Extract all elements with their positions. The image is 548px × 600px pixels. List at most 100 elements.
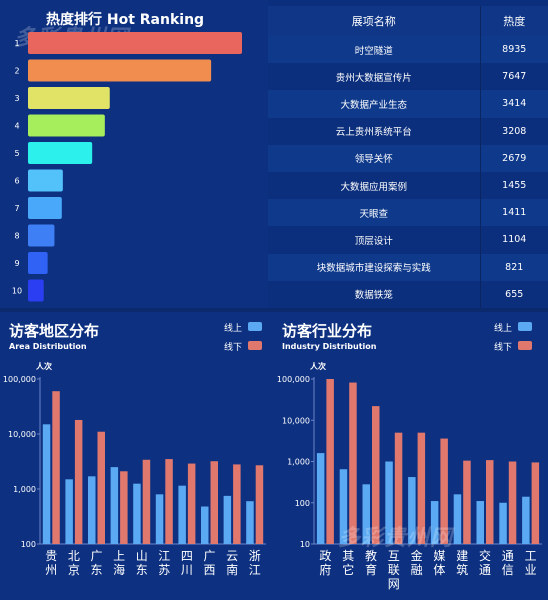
x-tick-label: 海 xyxy=(113,562,125,577)
table-row[interactable]: 大数据产业生态 3414 xyxy=(268,90,548,118)
x-tick-label: 教 xyxy=(365,548,377,563)
exhibit-name-cell: 块数据城市建设探索与实践 xyxy=(268,253,481,281)
bar-offline xyxy=(120,471,128,544)
bar-online xyxy=(316,453,325,544)
x-tick-label: 金 xyxy=(411,548,423,563)
bar-offline xyxy=(463,460,471,544)
x-tick-label: 互 xyxy=(388,549,400,563)
area-legend-offline[interactable]: 线下 xyxy=(224,343,243,353)
bar-online xyxy=(385,461,393,544)
area-legend-online[interactable]: 线上 xyxy=(224,324,243,334)
exhibit-heat-cell: 1411 xyxy=(480,199,548,227)
ranking-bar xyxy=(28,114,105,137)
industry-legend-offline[interactable]: 线下 xyxy=(494,343,513,353)
area-legend-offline-swatch[interactable] xyxy=(248,341,262,350)
exhibit-heat-cell: 7647 xyxy=(480,63,548,91)
exhibit-heat-cell: 8935 xyxy=(480,36,548,64)
column-header-name: 展项名称 xyxy=(268,6,481,36)
table-row[interactable]: 云上贵州系统平台 3208 xyxy=(268,117,548,145)
x-tick-label: 通 xyxy=(502,549,514,563)
ranking-bar xyxy=(28,279,44,302)
y-axis-label: 人次 xyxy=(310,361,326,371)
table-row[interactable]: 大数据应用案例 1455 xyxy=(268,171,548,200)
bar-offline xyxy=(233,464,241,544)
table-row[interactable]: 块数据城市建设探索与实践 821 xyxy=(268,253,548,281)
ranking-bar xyxy=(28,87,110,109)
x-tick-label: 网 xyxy=(388,577,400,591)
table-row[interactable]: 时空隧道 8935 xyxy=(268,36,548,64)
x-tick-label: 其 xyxy=(342,549,354,563)
x-tick-label: 苏 xyxy=(158,563,170,577)
x-tick-label: 京 xyxy=(68,563,80,577)
bar-online xyxy=(362,484,370,544)
y-tick-label: 10 xyxy=(300,540,310,549)
ranking-rank-label: 6 xyxy=(14,177,19,186)
area-distribution-panel: 访客地区分布 Area Distribution 线上 线下 人次 100 1,00… xyxy=(0,312,274,600)
area-legend-online-swatch[interactable] xyxy=(248,322,262,331)
bar-offline xyxy=(74,419,83,544)
exhibit-name-cell: 贵州大数据宣传片 xyxy=(268,63,481,91)
bar-online xyxy=(133,483,141,544)
x-tick-label: 融 xyxy=(411,563,423,577)
bar-online xyxy=(522,496,530,544)
y-tick-label: 1,000 xyxy=(287,458,310,467)
exhibit-name-cell: 大数据应用案例 xyxy=(268,171,481,200)
y-tick-label: 10,000 xyxy=(8,430,36,439)
x-tick-label: 浙 xyxy=(249,549,261,563)
x-tick-label: 政 xyxy=(319,549,331,563)
ranking-bar xyxy=(28,32,242,54)
ranking-rank-label: 8 xyxy=(14,232,19,241)
x-tick-label: 交 xyxy=(479,548,491,563)
industry-legend-online[interactable]: 线上 xyxy=(494,324,513,334)
exhibit-name-cell: 数据铁笼 xyxy=(268,280,481,308)
bar-online xyxy=(430,501,439,544)
ranking-bar xyxy=(28,59,212,82)
table-row[interactable]: 领导关怀 2679 xyxy=(268,144,548,172)
ranking-bar xyxy=(28,252,48,274)
exhibit-heat-cell: 821 xyxy=(480,253,548,281)
x-tick-label: 体 xyxy=(433,563,445,577)
exhibit-heat-cell: 3208 xyxy=(480,117,548,145)
bar-offline xyxy=(417,432,426,544)
exhibit-heat-cell: 1455 xyxy=(480,171,548,200)
bar-offline xyxy=(255,465,264,544)
industry-title: 访客行业分布 xyxy=(282,322,373,340)
y-tick-label: 1,000 xyxy=(13,485,36,494)
x-tick-label: 北 xyxy=(68,549,80,563)
exhibit-name-cell: 云上贵州系统平台 xyxy=(268,117,481,145)
bar-online xyxy=(453,494,462,544)
bar-offline xyxy=(142,459,151,544)
x-tick-label: 业 xyxy=(525,563,537,577)
industry-legend-offline-swatch[interactable] xyxy=(518,341,532,350)
x-tick-label: 联 xyxy=(388,563,400,577)
bar-offline xyxy=(394,432,403,544)
x-tick-label: 西 xyxy=(203,563,215,577)
column-header-heat: 热度 xyxy=(480,6,548,36)
bar-offline xyxy=(486,460,494,544)
table-row[interactable]: 顶层设计 1104 xyxy=(268,226,548,254)
industry-distribution-chart: 人次 10 100 1,000 10,000 100,000 政府其它教育互联网金融媒体建筑… xyxy=(277,361,542,591)
x-tick-label: 工 xyxy=(525,549,537,563)
ranking-bar xyxy=(28,224,55,247)
bar-online xyxy=(178,485,186,544)
watermark-logo-bottom: 多彩贵州网 xyxy=(338,525,454,551)
exhibit-name-cell: 领导关怀 xyxy=(268,144,481,172)
bar-online xyxy=(476,501,484,544)
bar-offline xyxy=(97,431,105,544)
x-tick-label: 信 xyxy=(502,563,514,577)
bar-offline xyxy=(165,459,173,544)
ranking-rank-label: 2 xyxy=(14,67,19,76)
ranking-rank-label: 9 xyxy=(14,259,19,268)
industry-legend-online-swatch[interactable] xyxy=(518,322,532,331)
exhibit-heat-cell: 2679 xyxy=(480,144,548,172)
table-row[interactable]: 数据铁笼 655 xyxy=(268,280,548,308)
table-row[interactable]: 天眼查 1411 xyxy=(268,199,548,227)
x-tick-label: 川 xyxy=(181,563,193,577)
bar-online xyxy=(408,477,416,544)
x-tick-label: 东 xyxy=(90,563,102,577)
bar-online xyxy=(246,501,254,544)
table-row[interactable]: 贵州大数据宣传片 7647 xyxy=(268,63,548,91)
table-header-row: 展项名称 热度 xyxy=(268,6,548,36)
bar-online xyxy=(65,479,73,544)
area-subtitle: Area Distribution xyxy=(9,342,87,351)
